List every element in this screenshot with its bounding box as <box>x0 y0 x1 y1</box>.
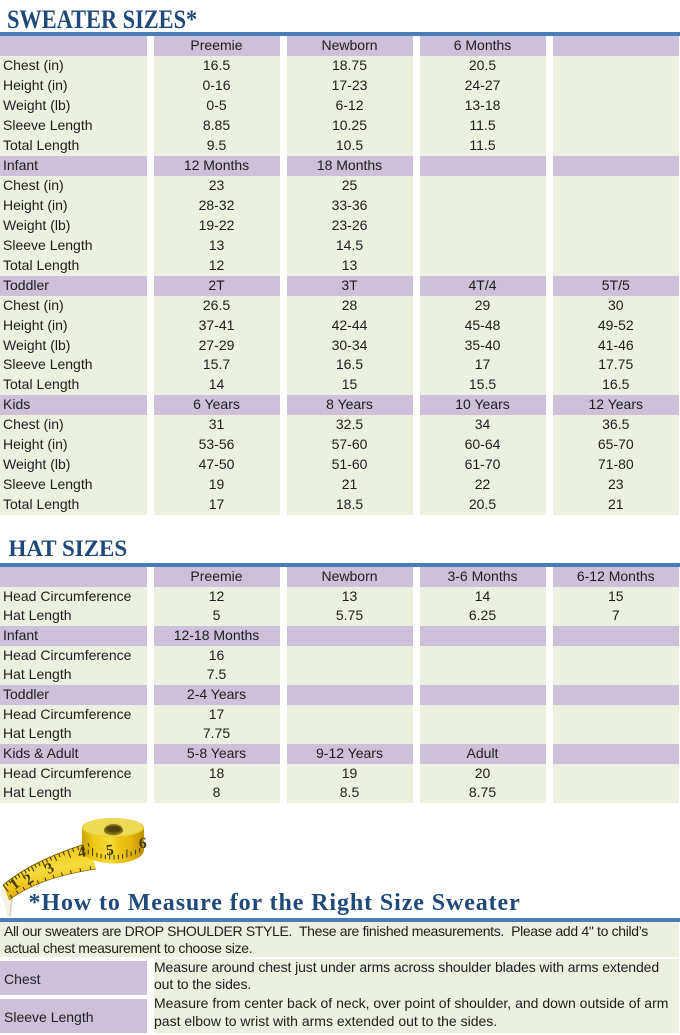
svg-text:4: 4 <box>76 843 88 861</box>
svg-text:6: 6 <box>138 835 147 853</box>
svg-text:5: 5 <box>105 842 115 860</box>
